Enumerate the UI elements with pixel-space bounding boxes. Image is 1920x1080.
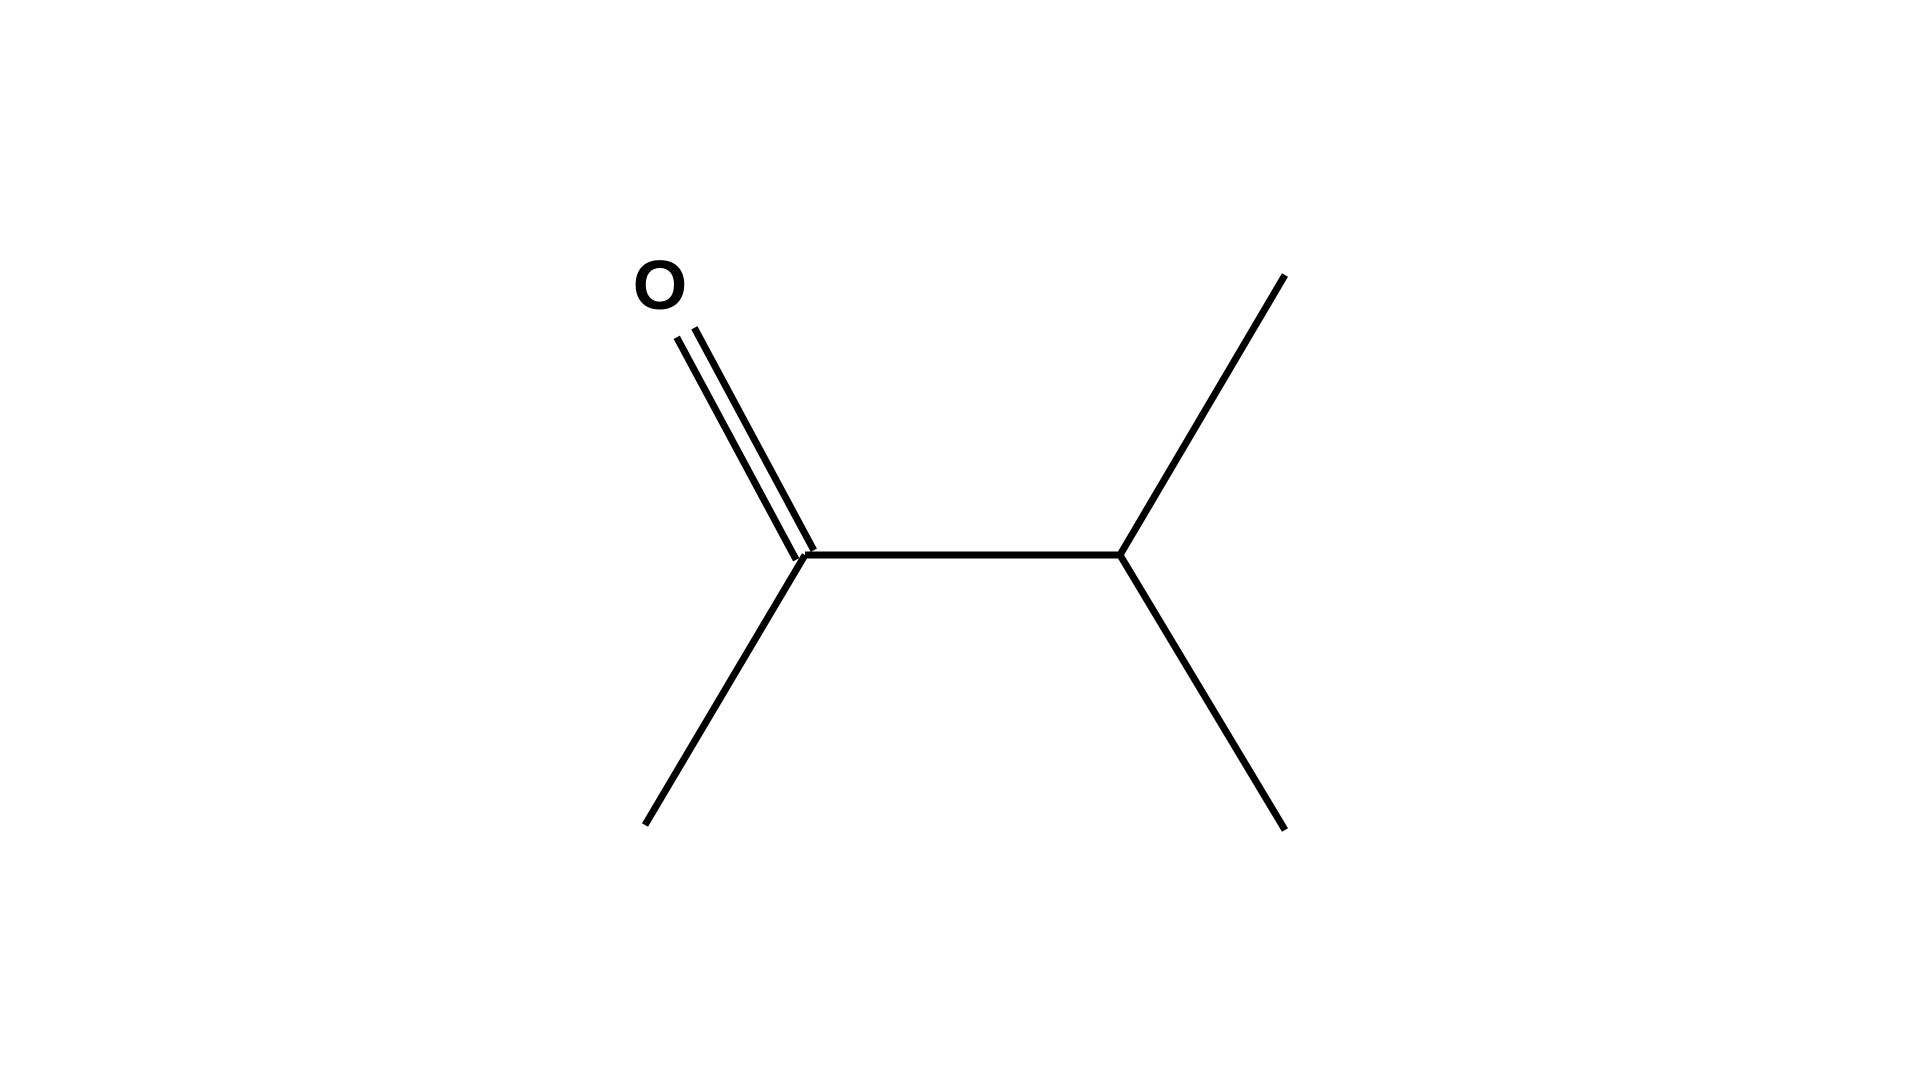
atom-label-o: O bbox=[633, 245, 687, 325]
chemical-structure-diagram: O bbox=[0, 0, 1920, 1080]
bond-line bbox=[694, 328, 813, 550]
bond-line bbox=[1120, 555, 1285, 830]
bond-line bbox=[1120, 275, 1285, 555]
bond-line bbox=[677, 337, 796, 559]
molecule-svg bbox=[0, 0, 1920, 1080]
bond-line bbox=[645, 555, 805, 825]
